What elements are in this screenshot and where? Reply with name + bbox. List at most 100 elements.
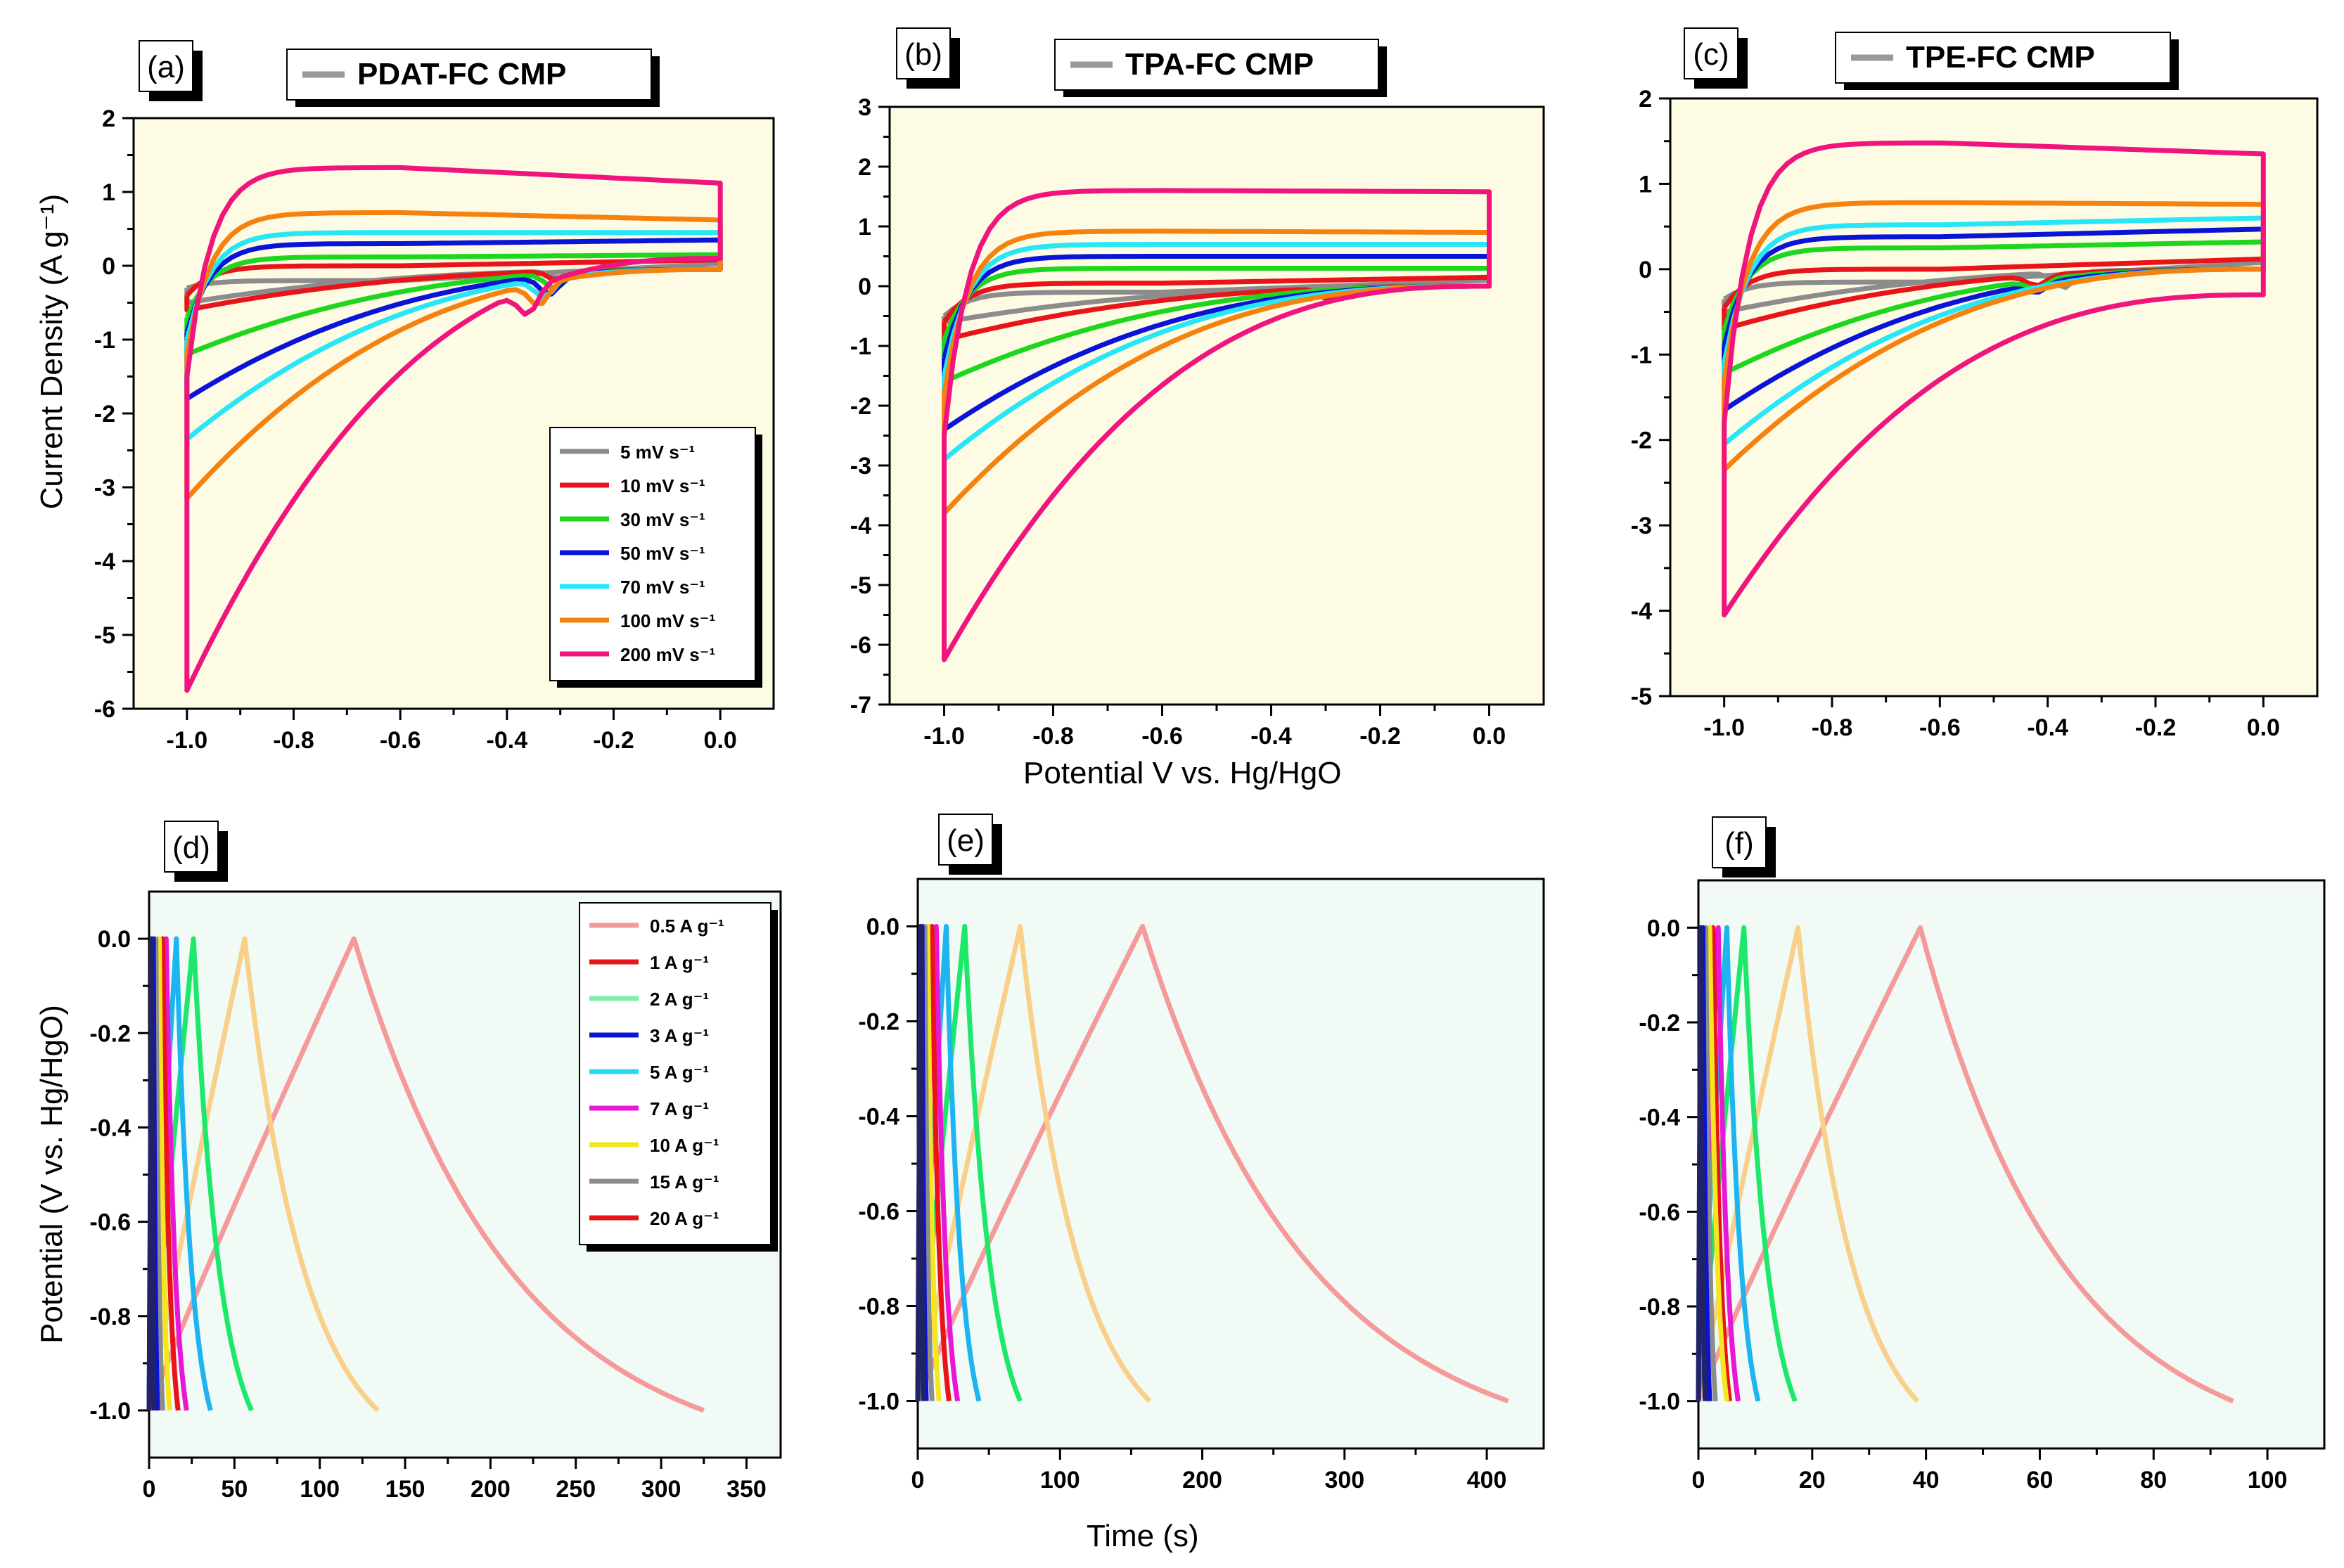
y-tick-label: 0	[1639, 257, 1652, 283]
panel-label-text: (d)	[172, 830, 210, 865]
legend-label: 3 A g⁻¹	[650, 1025, 709, 1046]
legend-label: 1 A g⁻¹	[650, 952, 709, 973]
y-tick-label: -3	[1631, 513, 1652, 539]
x-tick-label: 0.0	[704, 727, 737, 754]
panel-label-box	[139, 40, 193, 92]
chart-title: TPE-FC CMP	[1906, 40, 2095, 75]
x-tick-label: -0.8	[1032, 723, 1074, 750]
y-tick-label: -0.6	[1639, 1199, 1680, 1226]
y-tick-label: -4	[1631, 598, 1652, 625]
panel-label-text: (b)	[904, 37, 942, 72]
y-tick-label: -2	[1631, 428, 1652, 454]
gcd-series-line	[1696, 925, 1708, 1401]
gcd-ylabel: Potential (V vs. Hg/HgO)	[34, 1005, 69, 1344]
chart-title: TPA-FC CMP	[1125, 47, 1314, 82]
x-tick-label: 20	[1799, 1467, 1826, 1493]
y-tick-label: 2	[102, 105, 115, 132]
gcd-series-line	[146, 936, 157, 1410]
y-tick-label: -0.6	[858, 1199, 899, 1226]
y-tick-label: -1.0	[89, 1398, 131, 1425]
gcd-series-line	[915, 924, 1509, 1403]
panel-0: -6 -5 -4 -3 -2 -1 0 1 2 -1.0 -0.8 -0.6 -0.4 -0.2 0.0 (a…	[94, 40, 775, 754]
x-tick-label: -0.2	[2135, 714, 2177, 741]
y-tick-label: -2	[94, 401, 115, 428]
x-tick-label: -0.6	[1919, 714, 1961, 741]
y-tick-label: -5	[94, 622, 115, 649]
gcd-series-line	[1696, 925, 1920, 1403]
x-tick-label: 150	[385, 1476, 425, 1503]
panel-label-text: (c)	[1693, 37, 1729, 72]
cv-ylabel: Current Density (A g⁻¹)	[34, 194, 69, 510]
panel-1: -7 -6 -5 -4 -3 -2 -1 0 1 2 3 -1.0 -0.8 -0.6 -0.4 -0.2 0.…	[850, 27, 1545, 750]
panel-label-box	[1712, 816, 1767, 868]
legend-label: 0.5 A g⁻¹	[650, 915, 724, 937]
y-tick-label: -3	[94, 475, 115, 501]
y-tick-label: -0.8	[89, 1304, 131, 1330]
y-tick-label: 1	[1639, 171, 1652, 198]
y-tick-label: -7	[850, 692, 871, 719]
y-tick-label: 0.0	[1647, 915, 1680, 942]
legend-label: 200 mV s⁻¹	[620, 644, 715, 665]
x-tick-label: -0.8	[1812, 714, 1853, 741]
x-tick-label: -1.0	[167, 727, 208, 754]
y-tick-label: -2	[850, 393, 871, 420]
x-tick-label: -0.2	[1359, 723, 1401, 750]
y-tick-label: 1	[858, 214, 871, 240]
y-tick-label: -4	[94, 548, 115, 575]
y-tick-label: -0.2	[858, 1009, 899, 1036]
plot-area	[888, 105, 1545, 706]
y-tick-label: -0.8	[858, 1294, 899, 1320]
x-tick-label: 300	[641, 1476, 681, 1503]
plot-area	[916, 878, 1545, 1450]
y-tick-label: -0.2	[1639, 1010, 1680, 1036]
cv-series-line	[942, 188, 1492, 662]
x-tick-label: -0.4	[487, 727, 528, 754]
y-tick-label: -6	[94, 696, 115, 723]
panel-label-text: (a)	[147, 50, 185, 84]
legend-label: 30 mV s⁻¹	[620, 509, 705, 530]
panel-4: -1.0 -0.8 -0.6 -0.4 -0.2 0.0 0 100 200 300 400 (e)	[858, 814, 1545, 1493]
x-tick-label: -1.0	[1703, 714, 1745, 741]
y-tick-label: -0.2	[89, 1020, 131, 1047]
x-tick-label: 0.0	[1473, 723, 1506, 750]
y-tick-label: -1.0	[858, 1389, 899, 1415]
gcd-series-line	[915, 924, 1152, 1403]
x-tick-label: 0	[911, 1467, 925, 1493]
gcd-series-line	[1696, 925, 1798, 1402]
panel-label-box	[896, 27, 951, 79]
legend-label: 70 mV s⁻¹	[620, 577, 705, 598]
panel-label-box	[938, 814, 993, 866]
y-tick-label: 0.0	[98, 926, 131, 953]
plot-area	[1697, 879, 2326, 1450]
cv-series-line	[184, 210, 723, 501]
cv-series-line	[184, 165, 723, 693]
legend-label: 5 A g⁻¹	[650, 1062, 709, 1083]
x-tick-label: 0	[1692, 1467, 1705, 1493]
x-tick-label: 200	[1182, 1467, 1222, 1493]
x-tick-label: -0.6	[380, 727, 421, 754]
y-tick-label: -0.4	[1639, 1105, 1680, 1131]
y-tick-label: -3	[850, 453, 871, 480]
y-tick-label: -5	[850, 572, 871, 599]
x-tick-label: 0	[143, 1476, 156, 1503]
y-tick-label: 0	[102, 253, 115, 280]
y-tick-label: -0.6	[89, 1209, 131, 1236]
panel-label-box	[164, 821, 219, 873]
cv-shared-xlabel: Potential V vs. Hg/HgO	[1023, 756, 1342, 790]
x-tick-label: -0.2	[593, 727, 634, 754]
y-tick-label: 0.0	[866, 914, 899, 941]
y-tick-label: -5	[1631, 683, 1652, 710]
legend-label: 5 mV s⁻¹	[620, 442, 695, 463]
x-tick-label: 50	[221, 1476, 248, 1503]
x-tick-label: 0.0	[2247, 714, 2280, 741]
legend-label: 50 mV s⁻¹	[620, 543, 705, 564]
gcd-shared-xlabel: Time (s)	[1087, 1519, 1199, 1553]
y-tick-label: 0	[858, 274, 871, 300]
legend-label: 10 A g⁻¹	[650, 1135, 719, 1156]
x-tick-label: 60	[2027, 1467, 2054, 1493]
x-tick-label: 40	[1913, 1467, 1940, 1493]
title-box	[286, 49, 652, 101]
gcd-series-line	[1696, 925, 2234, 1403]
x-tick-label: -0.4	[1250, 723, 1292, 750]
